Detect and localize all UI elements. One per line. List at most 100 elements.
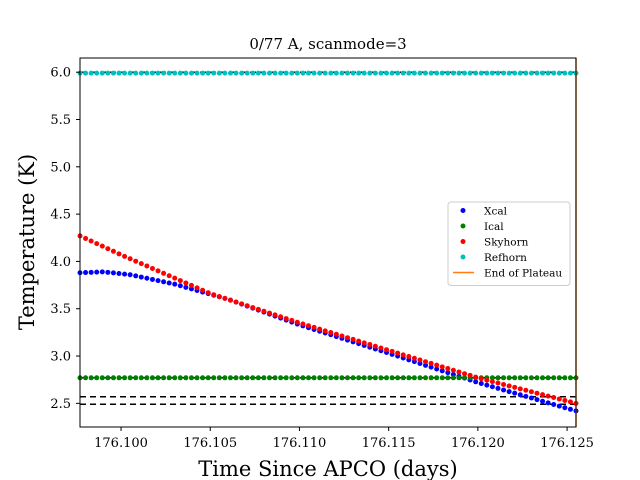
xcal-point bbox=[122, 271, 128, 277]
ical-point bbox=[428, 375, 434, 381]
xcal-point bbox=[501, 387, 507, 393]
skyhorn-point bbox=[328, 330, 334, 336]
skyhorn-point bbox=[489, 379, 495, 385]
ical-point bbox=[183, 375, 189, 381]
refhorn-point bbox=[205, 70, 211, 76]
skyhorn-point bbox=[255, 306, 261, 312]
skyhorn-point bbox=[434, 362, 440, 368]
xcal-point bbox=[116, 271, 122, 277]
refhorn-point bbox=[88, 70, 94, 76]
skyhorn-point bbox=[501, 381, 507, 387]
ical-point bbox=[216, 375, 222, 381]
ical-point bbox=[356, 375, 362, 381]
ical-point bbox=[434, 375, 440, 381]
skyhorn-point bbox=[278, 314, 284, 320]
refhorn-point bbox=[172, 70, 178, 76]
skyhorn-point bbox=[378, 345, 384, 351]
skyhorn-point bbox=[177, 278, 183, 284]
xcal-point bbox=[512, 390, 518, 396]
ical-point bbox=[534, 375, 540, 381]
ical-point bbox=[367, 375, 373, 381]
skyhorn-point bbox=[339, 333, 345, 339]
skyhorn-point bbox=[300, 321, 306, 327]
xcal-point bbox=[133, 273, 139, 279]
xcal-point bbox=[138, 274, 144, 280]
skyhorn-point bbox=[445, 366, 451, 372]
xcal-point bbox=[439, 368, 445, 374]
refhorn-point bbox=[567, 70, 573, 76]
series-xcal bbox=[77, 269, 579, 414]
ical-point bbox=[417, 375, 423, 381]
ical-point bbox=[211, 375, 217, 381]
ical-point bbox=[255, 375, 261, 381]
skyhorn-point bbox=[133, 258, 139, 264]
refhorn-point bbox=[283, 70, 289, 76]
y-axis: 2.5 3.0 3.5 4.0 4.5 5.0 5.5 6.0 bbox=[50, 66, 80, 412]
refhorn-point bbox=[484, 70, 490, 76]
refhorn-point bbox=[211, 70, 217, 76]
xcal-point bbox=[434, 366, 440, 372]
skyhorn-point bbox=[395, 350, 401, 356]
refhorn-point bbox=[339, 70, 345, 76]
skyhorn-point bbox=[456, 369, 462, 375]
ical-point bbox=[155, 375, 161, 381]
skyhorn-point bbox=[372, 343, 378, 349]
ical-point bbox=[545, 375, 551, 381]
refhorn-point bbox=[266, 70, 272, 76]
refhorn-point bbox=[94, 70, 100, 76]
ical-point bbox=[400, 375, 406, 381]
x-tick-label: 176.120 bbox=[451, 436, 505, 451]
skyhorn-point bbox=[294, 319, 300, 325]
refhorn-point bbox=[411, 70, 417, 76]
xcal-point bbox=[99, 269, 105, 275]
ical-point bbox=[556, 375, 562, 381]
ical-point bbox=[328, 375, 334, 381]
ical-point bbox=[239, 375, 245, 381]
ical-point bbox=[133, 375, 139, 381]
legend-label: End of Plateau bbox=[484, 267, 562, 279]
skyhorn-point bbox=[567, 399, 573, 405]
ical-point bbox=[562, 375, 568, 381]
skyhorn-point bbox=[239, 301, 245, 307]
ical-point bbox=[345, 375, 351, 381]
ical-point bbox=[127, 375, 133, 381]
refhorn-point bbox=[110, 70, 116, 76]
refhorn-point bbox=[138, 70, 144, 76]
skyhorn-point bbox=[305, 323, 311, 329]
ical-point bbox=[116, 375, 122, 381]
ical-point bbox=[294, 375, 300, 381]
refhorn-point bbox=[222, 70, 228, 76]
legend-label: Xcal bbox=[484, 205, 508, 217]
ical-point bbox=[317, 375, 323, 381]
skyhorn-point bbox=[462, 371, 468, 377]
skyhorn-point bbox=[545, 393, 551, 399]
refhorn-point bbox=[116, 70, 122, 76]
ical-point bbox=[462, 375, 468, 381]
skyhorn-point bbox=[261, 308, 267, 314]
skyhorn-point bbox=[400, 352, 406, 358]
xcal-point bbox=[495, 385, 501, 391]
xcal-point bbox=[188, 286, 194, 292]
chart-title: 0/77 A, scanmode=3 bbox=[249, 35, 406, 53]
refhorn-point bbox=[439, 70, 445, 76]
x-tick-label: 176.125 bbox=[540, 436, 594, 451]
skyhorn-point bbox=[205, 290, 211, 296]
refhorn-point bbox=[473, 70, 479, 76]
refhorn-point bbox=[233, 70, 239, 76]
refhorn-point bbox=[562, 70, 568, 76]
ical-point bbox=[222, 375, 228, 381]
skyhorn-point bbox=[556, 396, 562, 402]
y-tick-label: 3.0 bbox=[50, 350, 71, 365]
ical-point bbox=[105, 375, 111, 381]
refhorn-point bbox=[317, 70, 323, 76]
ical-point bbox=[423, 375, 429, 381]
skyhorn-point bbox=[389, 348, 395, 354]
refhorn-point bbox=[495, 70, 501, 76]
legend-marker bbox=[460, 208, 466, 213]
xcal-point bbox=[166, 280, 172, 286]
skyhorn-point bbox=[233, 299, 239, 305]
ical-point bbox=[138, 375, 144, 381]
refhorn-point bbox=[333, 70, 339, 76]
refhorn-point bbox=[478, 70, 484, 76]
plot-frame bbox=[79, 57, 577, 428]
